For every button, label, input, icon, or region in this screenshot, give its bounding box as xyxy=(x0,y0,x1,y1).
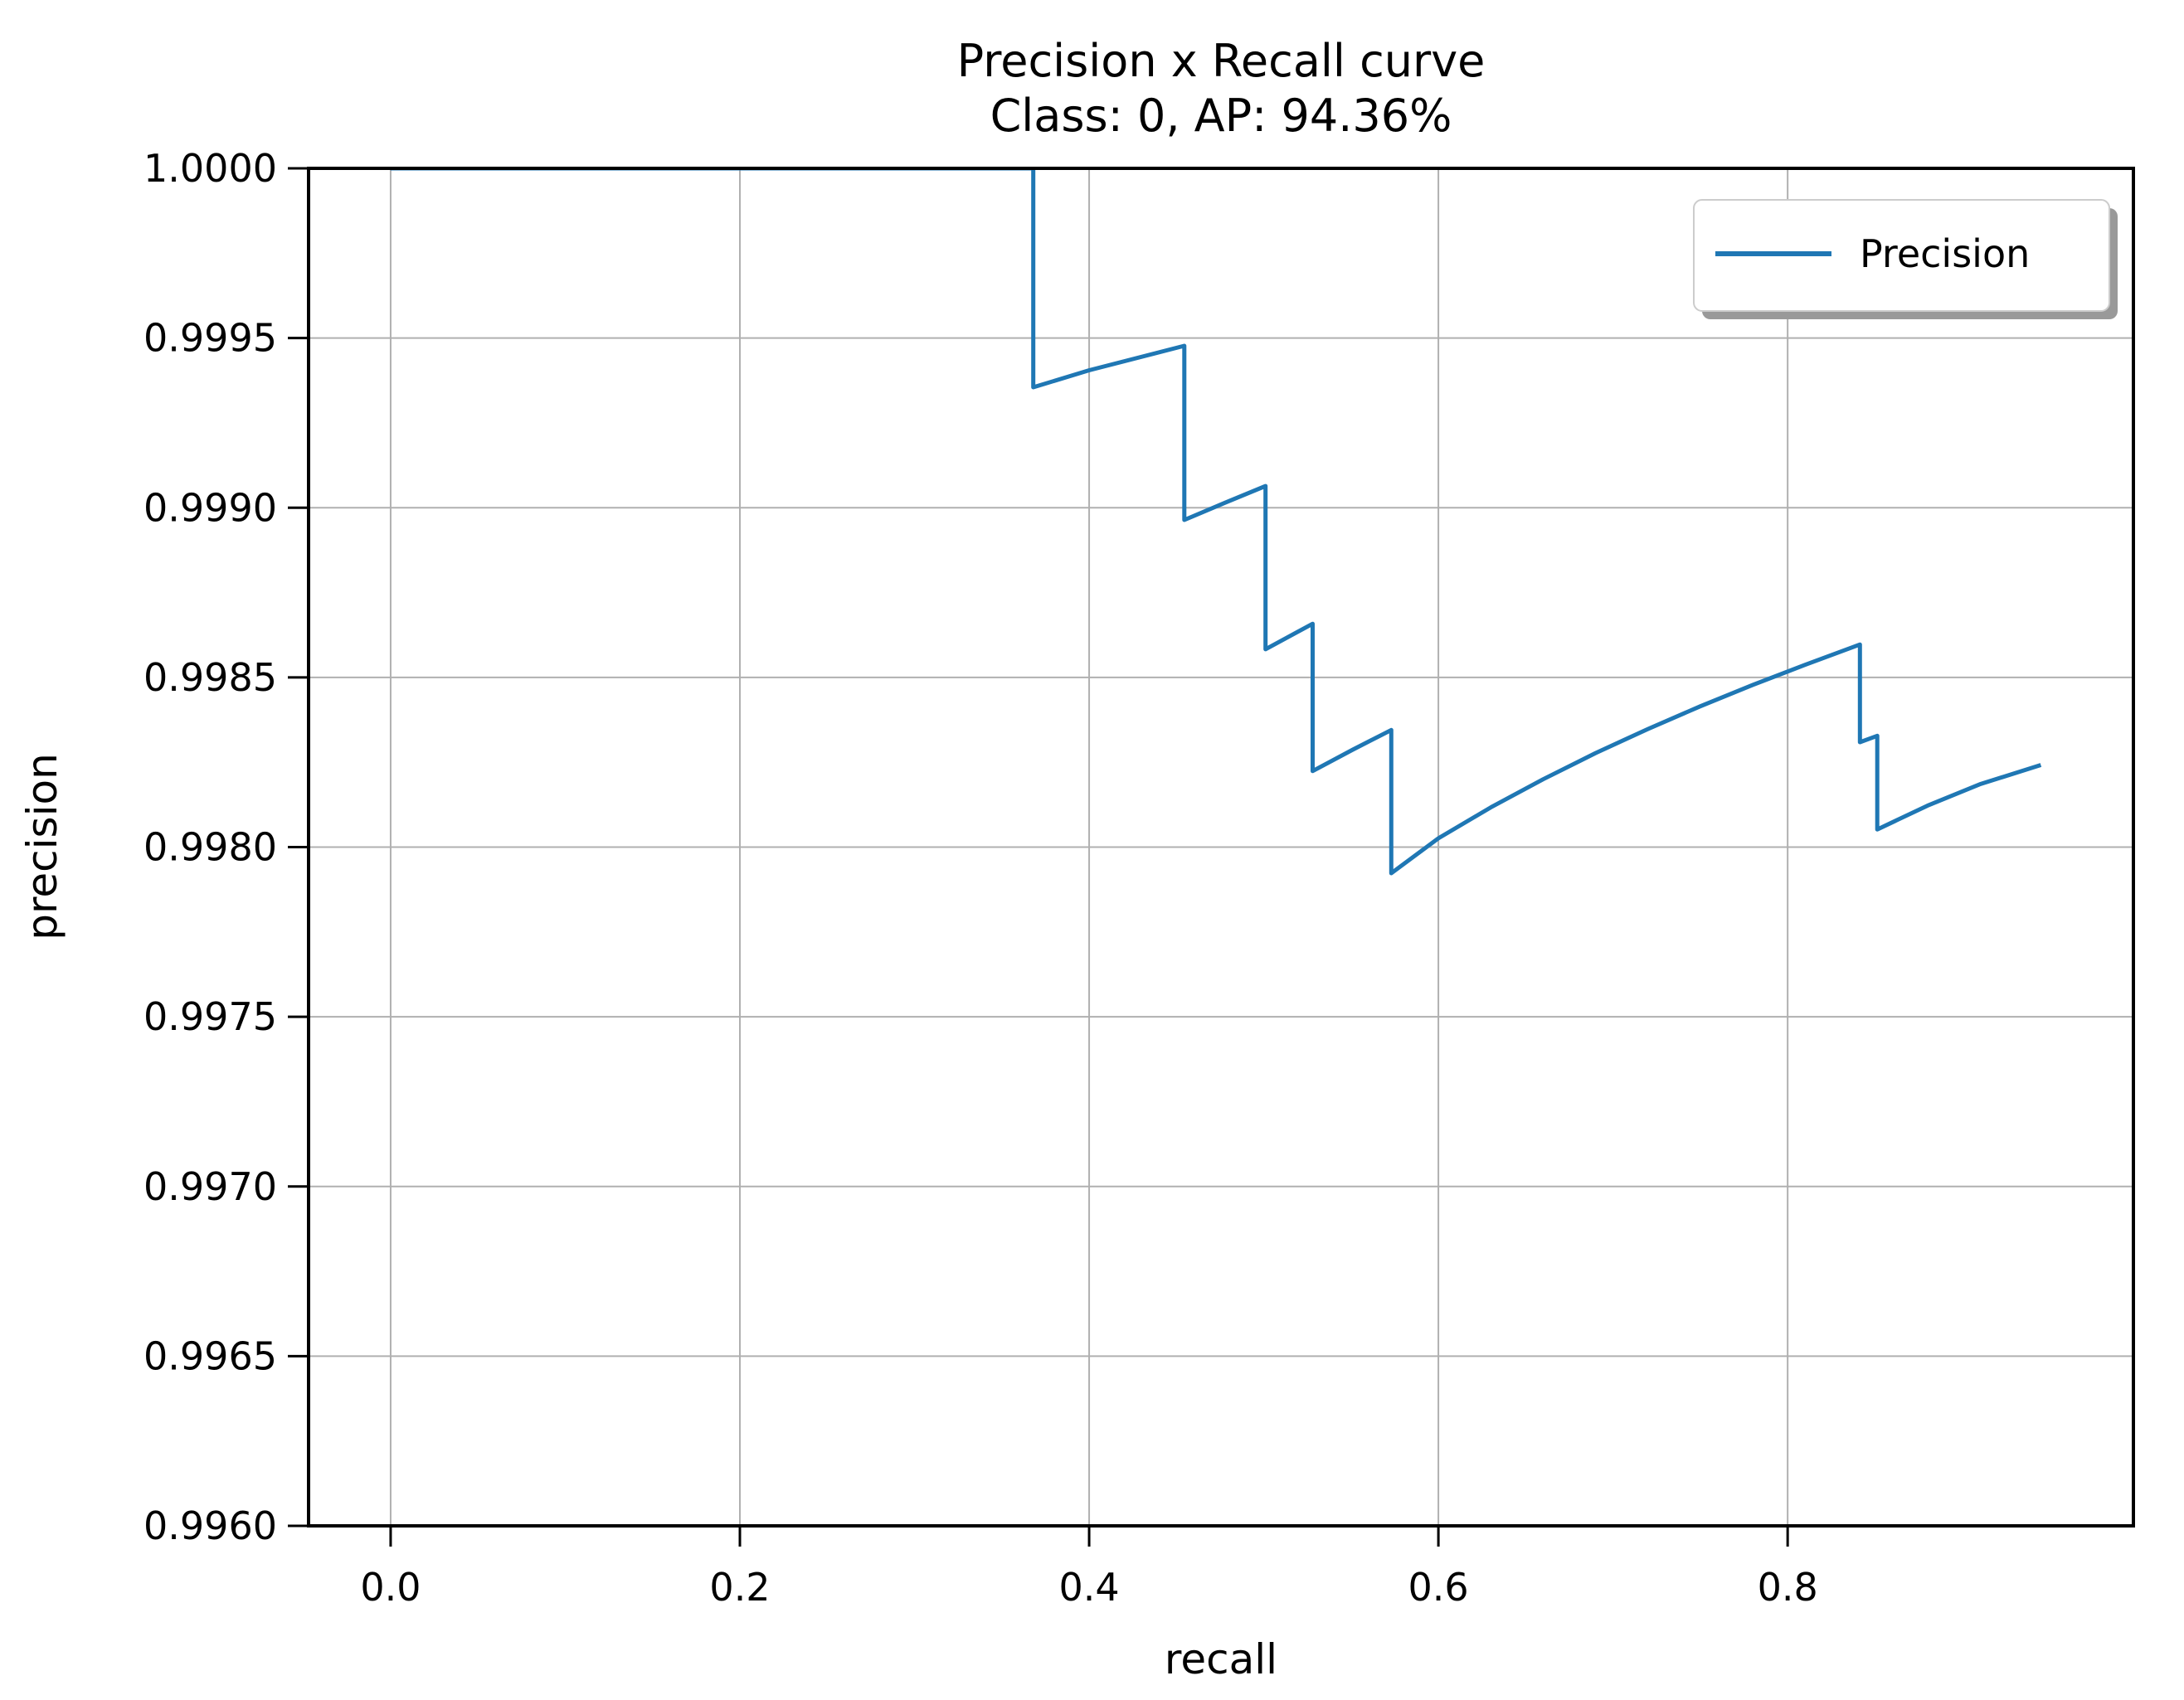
y-tick-label: 0.9965 xyxy=(143,1333,277,1378)
precision-curve xyxy=(390,168,2042,876)
y-tick-label: 0.9990 xyxy=(143,485,277,530)
plot-frame xyxy=(307,167,2135,1528)
chart-title-line1: Precision x Recall curve xyxy=(957,35,1486,87)
x-tick-label: 0.4 xyxy=(1058,1565,1119,1610)
legend: Precision xyxy=(1693,199,2118,319)
x-axis-ticks xyxy=(389,1526,1789,1547)
legend-label: Precision xyxy=(1860,231,2030,276)
legend-box xyxy=(1693,199,2110,312)
x-tick-label: 0.0 xyxy=(360,1565,421,1610)
x-axis-label: recall xyxy=(1165,1635,1277,1683)
y-tick-label: 0.9980 xyxy=(143,825,277,870)
y-axis-ticks xyxy=(288,167,309,1528)
x-tick-label: 0.2 xyxy=(709,1565,770,1610)
y-axis-label: precision xyxy=(18,753,66,940)
gridlines xyxy=(309,168,2133,1527)
y-tick-label: 0.9970 xyxy=(143,1164,277,1209)
y-tick-label: 0.9960 xyxy=(143,1503,277,1548)
x-tick-labels: 0.0 0.2 0.4 0.6 0.8 xyxy=(360,1565,1817,1610)
x-tick-label: 0.8 xyxy=(1758,1565,1818,1610)
y-tick-labels: 1.0000 0.9995 0.9990 0.9985 0.9980 0.9975 0.99… xyxy=(143,146,277,1548)
y-tick-label: 0.9995 xyxy=(143,316,277,361)
y-tick-label: 1.0000 xyxy=(143,146,277,191)
chart-title-line2: Class: 0, AP: 94.36% xyxy=(990,90,1452,142)
y-tick-label: 0.9985 xyxy=(143,655,277,700)
y-tick-label: 0.9975 xyxy=(143,994,277,1039)
x-tick-label: 0.6 xyxy=(1408,1565,1469,1610)
